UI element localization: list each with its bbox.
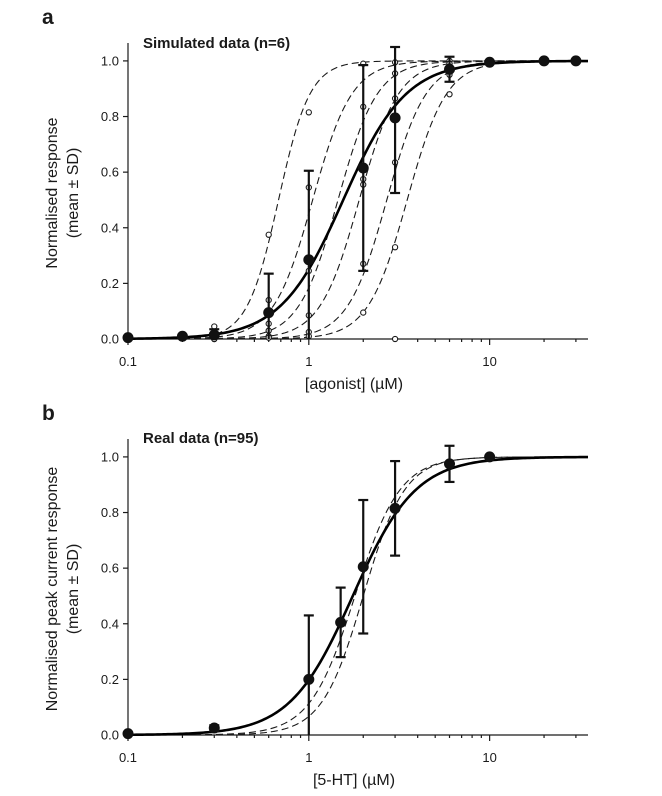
x-axis-label: [agonist] (µM) [305,376,403,393]
mean-point [303,254,315,266]
fit-curve [127,455,589,737]
panel-a: a Simulated data (n=6) 0.0 0.2 0.4 0.6 0.8 1.0 0… [42,6,589,393]
y-axis-label: Normalised peak current response [44,467,61,712]
mean-point [208,329,220,341]
mean-point [208,722,220,734]
mean-point [303,673,315,685]
mean-point [538,55,550,67]
y-tick-label: 0.4 [101,616,119,631]
x-axis-label: [5-HT] (µM) [313,772,395,789]
individual-point [265,231,272,238]
mean-point [389,112,401,124]
mean-point [389,502,401,514]
y-tick-label: 0.2 [101,672,119,687]
y-axis-label-sd: (mean ± SD) [65,544,82,635]
individual-point [305,109,312,116]
chart-title: Real data (n=95) [143,430,258,447]
y-axis-label-sd: (mean ± SD) [65,148,82,239]
individual-curve [128,456,588,736]
individual-curve [128,60,588,340]
y-tick-label: 0.0 [101,332,119,347]
individual-curve [128,60,589,340]
mean-point [357,561,369,573]
panel-b: b Real data (n=95) 0.0 0.2 0.4 0.6 0.8 1.0 0.1 1 1… [42,402,589,789]
mean-point [444,63,456,75]
x-tick-label: 10 [482,354,496,369]
individual-curve [128,60,588,340]
individual-point [391,335,399,343]
chart-title: Simulated data (n=6) [143,35,290,52]
y-tick-label: 0.4 [101,220,119,235]
y-tick-label: 0.6 [101,165,119,180]
mean-point [122,332,134,344]
mean-point [444,458,456,470]
individual-curve [128,60,589,340]
x-tick-label: 1 [305,750,312,765]
panel-letter: a [42,6,54,29]
individual-point [391,244,399,251]
mean-point [122,728,134,740]
y-tick-label: 0.6 [101,561,119,576]
mean-point [335,616,347,628]
individual-curve [128,60,588,340]
y-tick-label: 1.0 [101,449,119,464]
mean-point [484,451,496,463]
panel-letter: b [42,402,55,425]
mean-point [176,330,188,342]
y-axis-label: Normalised response [44,117,61,268]
individual-point [360,309,367,316]
y-tick-label: 1.0 [101,53,119,68]
x-tick-label: 1 [305,354,312,369]
individual-curve [128,456,588,736]
y-tick-label: 0.8 [101,505,119,520]
y-tick-label: 0.8 [101,109,119,124]
mean-point [263,307,275,319]
individual-point [446,91,453,98]
mean-point [484,56,496,68]
mean-point [570,55,582,67]
fit-curve [127,59,589,341]
y-tick-label: 0.2 [101,276,119,291]
x-tick-label: 10 [482,750,496,765]
mean-point [357,162,369,174]
x-tick-label: 0.1 [119,354,137,369]
x-tick-label: 0.1 [119,750,137,765]
y-tick-label: 0.0 [101,728,119,743]
individual-curve [127,60,589,340]
